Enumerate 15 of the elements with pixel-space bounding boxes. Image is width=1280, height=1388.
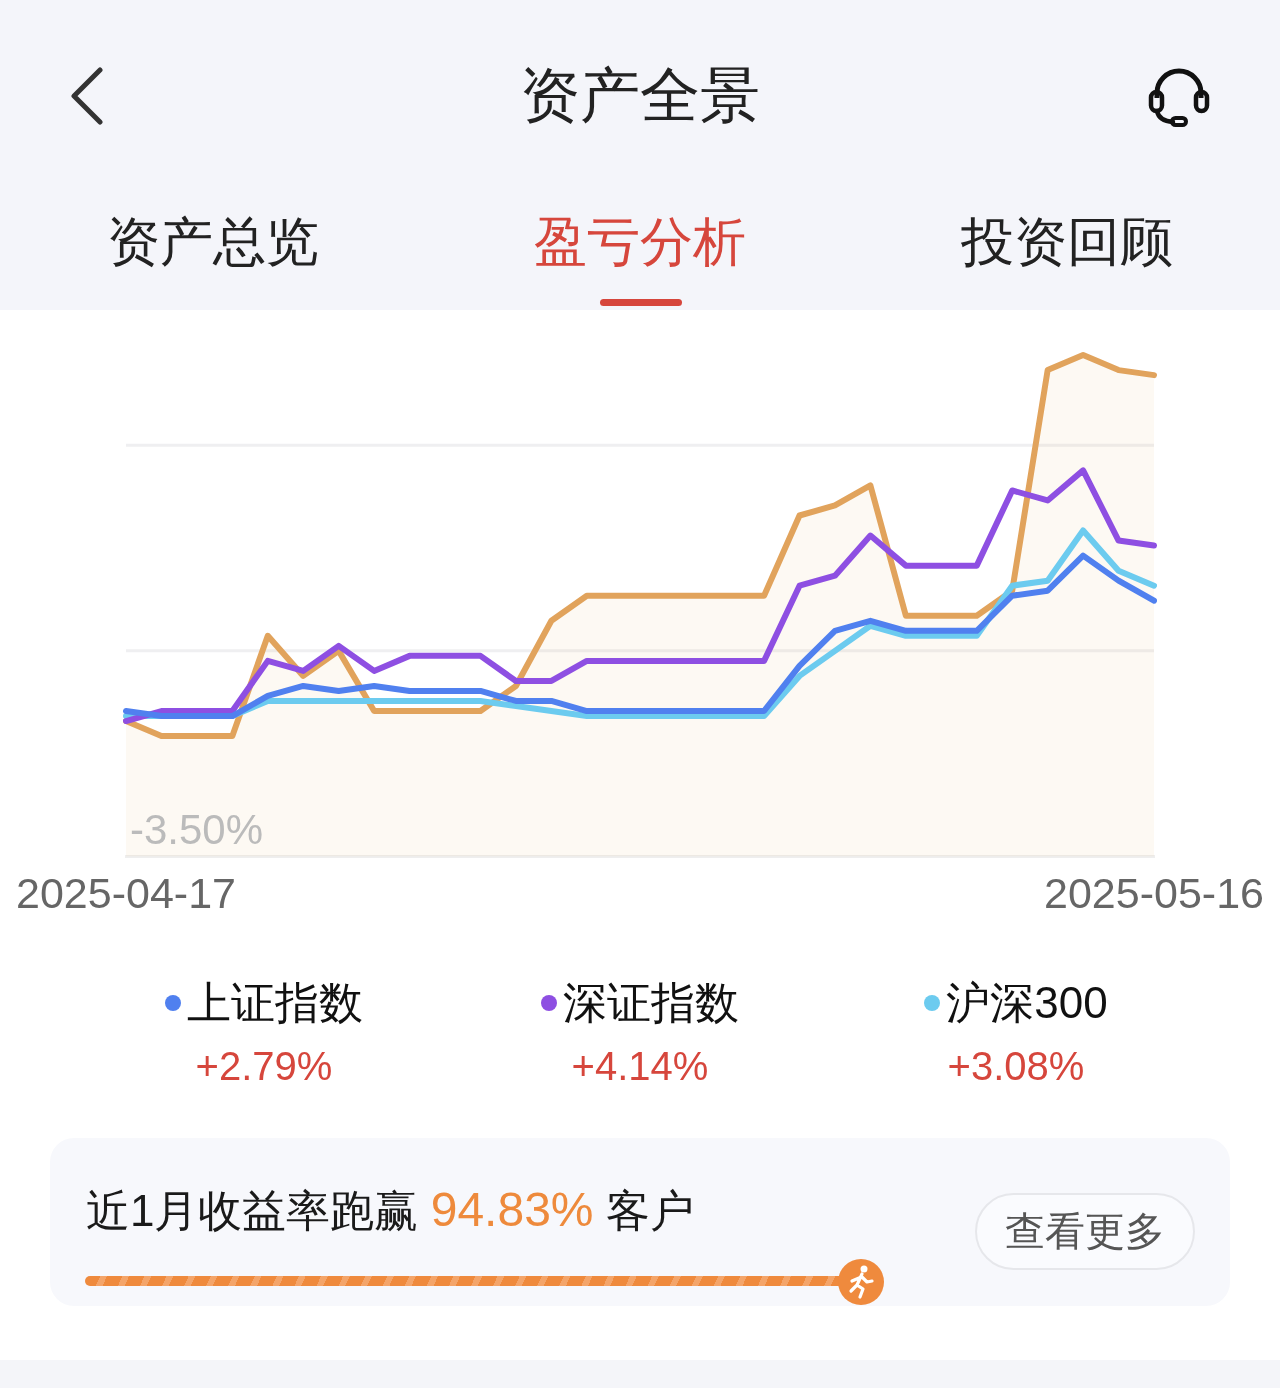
text: +3.08%: [947, 1044, 1085, 1088]
legend-label: 沪深300: [946, 977, 1108, 1029]
text: 查看更多: [1005, 1209, 1165, 1253]
chart-title: 资产全景: [520, 62, 760, 129]
x-tick-label: 2025-05-16: [1044, 869, 1264, 918]
text: +4.14%: [571, 1044, 709, 1088]
legend-label: 深证指数: [563, 977, 739, 1029]
text: 盈亏分析: [534, 212, 746, 271]
text: 投资回顾: [961, 212, 1173, 271]
text: +2.79%: [195, 1044, 333, 1088]
annotation: -3.50%: [130, 806, 264, 854]
legend-label: 上证指数: [187, 977, 363, 1029]
text: 近1月收益率跑赢 94.83% 客户: [86, 1183, 694, 1236]
text: 资产总览: [107, 212, 319, 271]
x-tick-label: 2025-04-17: [16, 869, 236, 918]
